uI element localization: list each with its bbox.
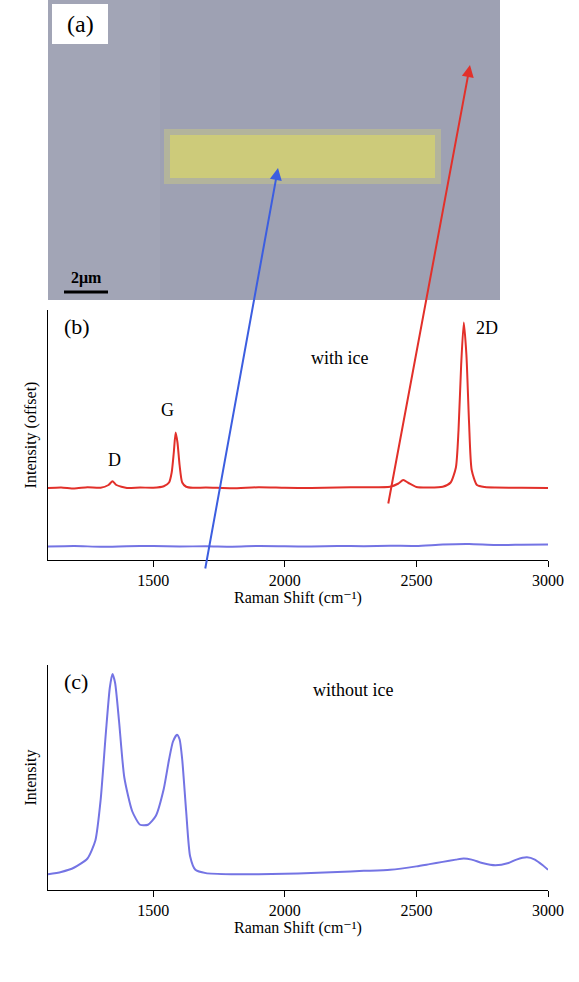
- svg-text:2μm: 2μm: [71, 269, 102, 287]
- svg-text:D: D: [108, 450, 121, 470]
- svg-text:Intensity: Intensity: [22, 750, 40, 806]
- svg-text:2000: 2000: [269, 902, 301, 919]
- svg-text:2D: 2D: [476, 318, 498, 338]
- svg-text:(c): (c): [64, 669, 88, 694]
- svg-text:(b): (b): [64, 314, 90, 339]
- svg-text:1500: 1500: [137, 572, 169, 589]
- svg-text:Raman Shift (cm⁻¹): Raman Shift (cm⁻¹): [234, 919, 362, 937]
- svg-text:(a): (a): [67, 11, 94, 37]
- svg-text:1500: 1500: [137, 902, 169, 919]
- svg-text:2000: 2000: [269, 572, 301, 589]
- svg-text:Intensity (offset): Intensity (offset): [22, 382, 40, 489]
- svg-text:G: G: [161, 400, 174, 420]
- svg-text:2500: 2500: [400, 902, 432, 919]
- svg-text:3000: 3000: [532, 572, 564, 589]
- svg-text:3000: 3000: [532, 902, 564, 919]
- svg-text:with ice: with ice: [311, 348, 368, 368]
- svg-text:without ice: without ice: [313, 680, 393, 700]
- svg-text:Raman Shift (cm⁻¹): Raman Shift (cm⁻¹): [234, 589, 362, 607]
- svg-text:2500: 2500: [400, 572, 432, 589]
